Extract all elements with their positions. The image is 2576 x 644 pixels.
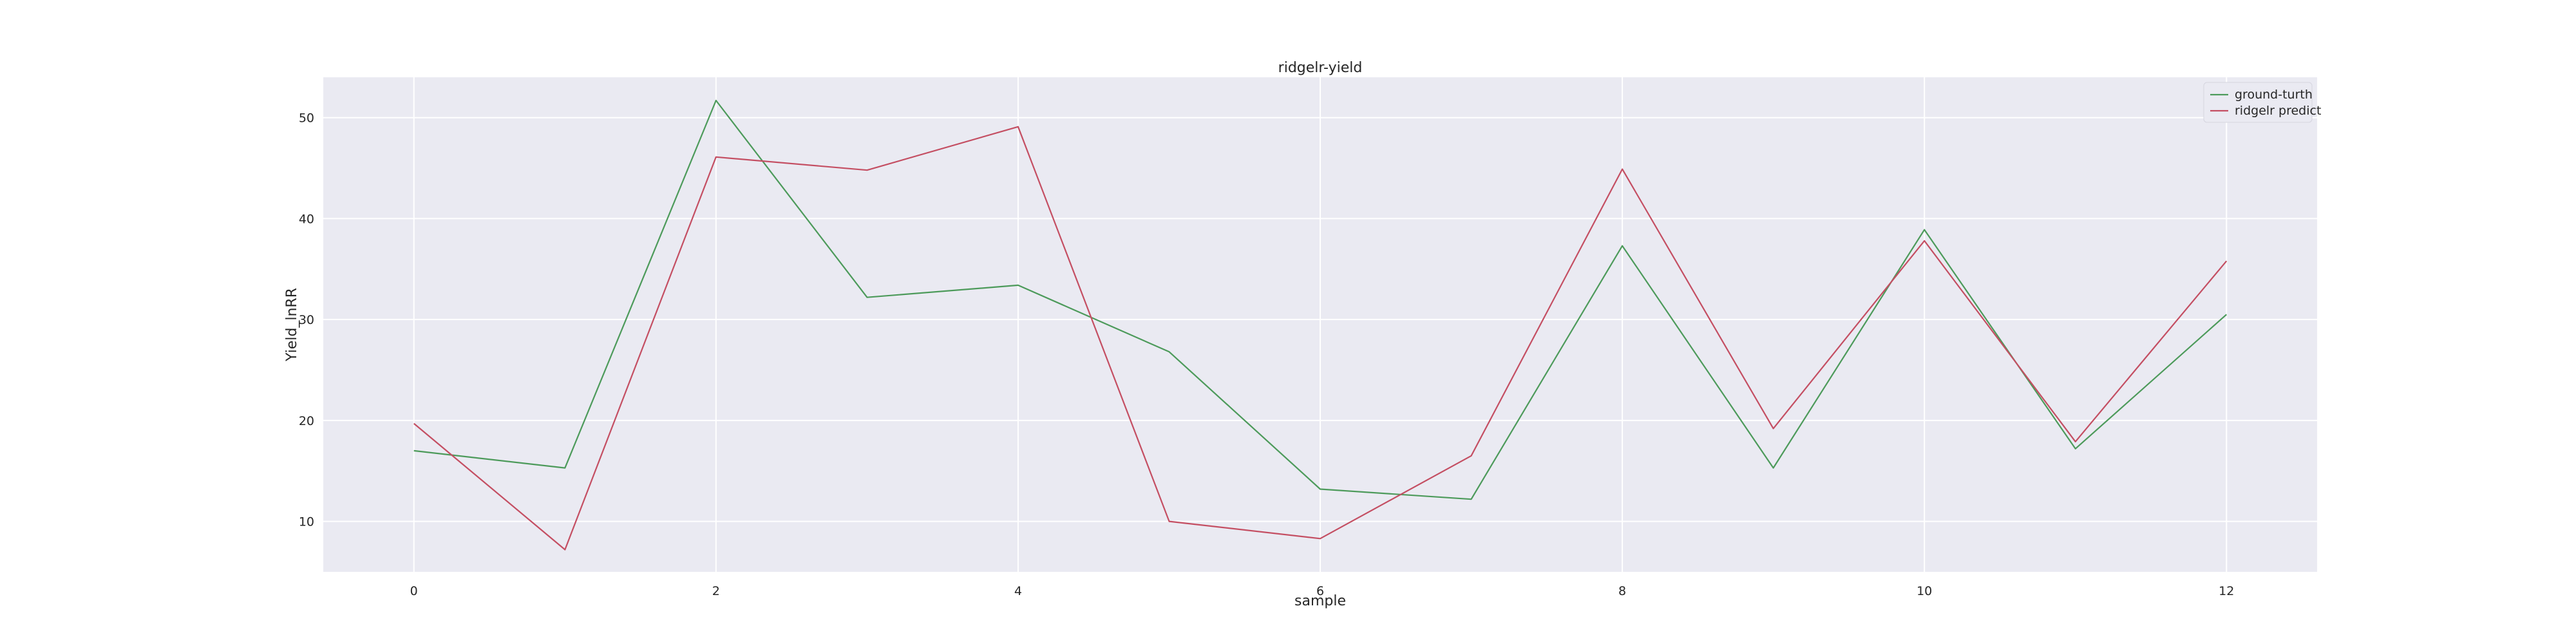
y-axis-label: Yield_lnRR [284,288,300,362]
y-tick-label: 20 [299,414,314,428]
y-tick-label: 40 [299,212,314,226]
y-axis-ticks: 10 20 30 40 50 [299,111,314,529]
y-tick-label: 10 [299,515,314,529]
x-tick-label: 4 [1014,584,1022,598]
grid-lines [323,77,2317,572]
chart-title: ridgelr-yield [1278,60,1363,76]
legend-label: ridgelr predict [2235,104,2321,118]
legend-label: ground-turth [2235,88,2313,102]
x-tick-label: 8 [1618,584,1626,598]
x-axis-label: sample [1294,593,1346,609]
x-axis-ticks: 0 2 4 6 8 10 12 [410,584,2235,598]
legend: ground-turth ridgelr predict [2203,82,2321,123]
y-tick-label: 30 [299,313,314,327]
x-tick-label: 10 [1917,584,1932,598]
x-tick-label: 2 [712,584,720,598]
x-tick-label: 0 [410,584,418,598]
series-line-1 [413,126,2228,551]
series-line-0 [413,99,2228,500]
x-tick-label: 12 [2219,584,2234,598]
legend-box [2203,82,2313,123]
x-tick-label: 6 [1316,584,1324,598]
y-tick-label: 50 [299,111,314,126]
series-lines [413,99,2228,551]
